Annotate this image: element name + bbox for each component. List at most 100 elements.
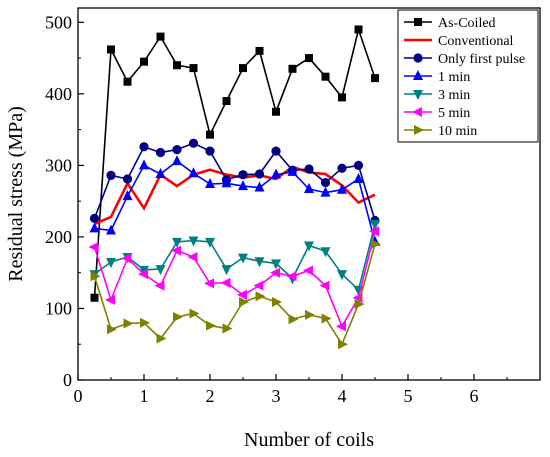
y-tick-label-2: 200 (45, 227, 72, 247)
legend-label-2: Only first pulse (438, 52, 525, 67)
data-point-4-17 (370, 220, 380, 231)
data-point-0-7 (206, 130, 214, 139)
data-point-4-8 (221, 265, 232, 276)
legend-swatch-marker-0 (414, 18, 422, 26)
data-point-2-16 (353, 160, 364, 170)
data-point-0-12 (288, 64, 297, 73)
legend-label-1: Conventional (438, 34, 514, 49)
data-point-6-14 (321, 313, 332, 324)
series-line-1 (93, 165, 376, 226)
data-point-3-0 (89, 222, 100, 233)
data-point-3-2 (122, 190, 133, 201)
data-point-3-7 (205, 177, 215, 188)
data-point-0-1 (107, 45, 115, 54)
y-axis-label: Residual stress (MPa) (5, 106, 27, 282)
data-point-6-10 (255, 291, 266, 302)
legend: As-Coiled Conventional Only first pulse 1 m… (397, 9, 539, 143)
data-point-4-6 (188, 236, 199, 247)
data-point-6-9 (239, 297, 249, 308)
data-point-2-5 (172, 145, 182, 155)
data-point-4-10 (254, 257, 265, 268)
data-point-3-3 (139, 159, 149, 170)
data-point-3-16 (353, 172, 364, 183)
data-point-0-3 (140, 57, 148, 66)
data-point-2-7 (205, 146, 215, 156)
data-point-6-2 (123, 318, 134, 329)
data-point-5-3 (138, 269, 148, 280)
data-point-6-15 (338, 339, 348, 350)
y-tick-label-3: 300 (45, 155, 72, 175)
data-point-2-9 (238, 170, 248, 180)
legend-label-3: 1 min (438, 70, 470, 85)
data-point-4-7 (205, 237, 215, 248)
series-5 (88, 226, 379, 332)
series-1 (93, 165, 376, 226)
data-point-6-8 (222, 323, 233, 334)
data-point-2-15 (337, 163, 347, 173)
legend-label-5: 5 min (438, 106, 470, 121)
legend-swatch-marker-5 (412, 107, 422, 117)
data-point-4-5 (172, 237, 182, 248)
legend-label-0: As-Coiled (438, 16, 496, 31)
data-point-2-1 (106, 170, 116, 180)
data-point-4-13 (304, 241, 314, 252)
data-point-5-7 (204, 278, 214, 289)
data-point-3-14 (320, 186, 331, 197)
data-point-5-5 (171, 245, 181, 256)
y-tick-label-0: 0 (63, 370, 72, 390)
data-point-5-4 (154, 280, 165, 291)
data-point-3-8 (221, 177, 232, 188)
data-point-6-11 (272, 297, 282, 308)
axes-layer: 0 1 2 3 4 5 6 0 100 200 300 400 500 (45, 7, 541, 406)
legend-swatch-marker-3 (413, 70, 423, 80)
legend-label-6: 10 min (438, 124, 477, 139)
legend-label-4: 3 min (438, 88, 470, 103)
data-point-0-11 (272, 107, 280, 116)
data-point-4-14 (320, 247, 331, 258)
data-point-5-11 (270, 267, 280, 278)
data-point-0-16 (354, 25, 363, 34)
data-point-6-1 (107, 324, 117, 335)
data-point-6-13 (305, 309, 315, 320)
data-point-4-1 (106, 257, 116, 268)
data-point-5-17 (369, 226, 379, 237)
data-point-3-13 (304, 182, 314, 193)
y-tick-label-4: 400 (45, 84, 72, 104)
data-point-3-12 (287, 165, 298, 176)
data-point-6-0 (90, 271, 101, 282)
data-point-3-6 (188, 167, 199, 178)
data-point-5-10 (253, 280, 264, 291)
data-point-0-9 (239, 64, 247, 73)
data-point-5-8 (220, 277, 231, 288)
x-tick-label-3: 3 (272, 386, 281, 406)
data-point-2-2 (122, 174, 133, 184)
data-point-3-9 (238, 180, 248, 191)
data-point-2-14 (320, 177, 331, 188)
data-point-2-13 (304, 164, 314, 174)
legend-swatch-marker-4 (413, 90, 423, 100)
data-point-4-4 (155, 265, 166, 276)
x-axis-label: Number of coils (244, 429, 374, 451)
data-point-3-10 (254, 181, 265, 192)
data-point-3-4 (155, 167, 166, 178)
data-point-4-11 (271, 259, 281, 270)
data-point-4-3 (139, 265, 149, 276)
x-tick-label-2: 2 (206, 386, 215, 406)
data-point-5-9 (237, 289, 247, 300)
data-point-5-15 (336, 321, 346, 332)
data-point-6-7 (206, 320, 216, 331)
data-point-3-1 (106, 224, 116, 235)
series-2 (89, 138, 380, 226)
data-point-2-10 (254, 169, 265, 179)
legend-swatch-marker-2 (413, 53, 423, 63)
data-point-5-2 (121, 253, 132, 264)
data-point-2-11 (271, 146, 281, 156)
series-3 (89, 155, 380, 246)
data-point-5-0 (88, 241, 99, 252)
data-point-0-2 (123, 77, 132, 86)
data-point-4-9 (238, 253, 248, 264)
data-point-6-5 (173, 312, 183, 323)
data-point-6-3 (140, 317, 150, 328)
series-0 (90, 25, 379, 302)
